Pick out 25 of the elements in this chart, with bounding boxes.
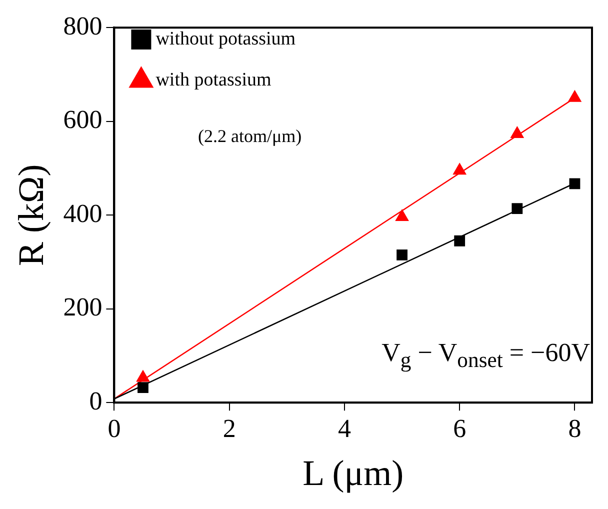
- x-tick-label: 8: [568, 414, 582, 444]
- point: [568, 90, 582, 102]
- y-tick-label: 800: [63, 11, 102, 40]
- point: [510, 126, 524, 138]
- point: [395, 209, 409, 221]
- annotation: V$_{g}$ − V$_{onset}$ = −60V: [382, 338, 590, 374]
- point: [396, 249, 408, 260]
- point: [569, 178, 580, 190]
- y-tick-label: 0: [89, 386, 102, 416]
- point: [454, 235, 466, 246]
- point: [512, 203, 523, 214]
- x-tick-label: 0: [108, 414, 121, 444]
- y-tick-label: 400: [63, 198, 102, 228]
- point: [138, 382, 148, 394]
- y-axis-title: R (kΩ): [11, 164, 52, 266]
- annotation: (2.2 atom/μm): [198, 126, 302, 147]
- y-tick-label: 200: [63, 292, 102, 322]
- y-tick-label: 600: [63, 105, 102, 134]
- legend-label: without potassium: [156, 28, 296, 50]
- x-tick-label: 6: [453, 414, 466, 444]
- point: [453, 163, 466, 175]
- x-tick-label: 2: [222, 414, 236, 444]
- x-tick-label: 4: [338, 414, 351, 444]
- legend-label: with potassium: [156, 69, 272, 90]
- x-axis-title: L (μm): [302, 452, 404, 493]
